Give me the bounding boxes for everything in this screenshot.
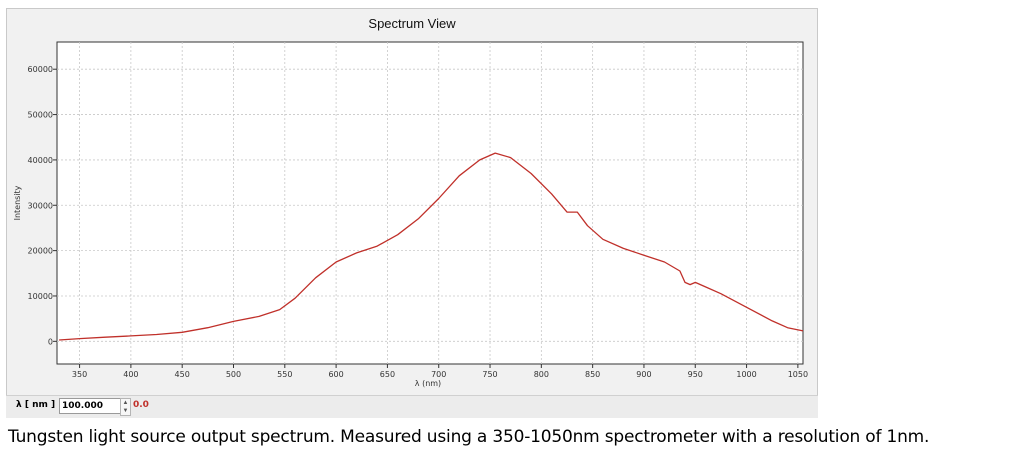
wavelength-label: λ [ nm ]	[16, 400, 56, 410]
spin-down-icon[interactable]: ▼	[122, 408, 129, 414]
y-tick-label: 20000	[28, 247, 53, 256]
spin-up-icon[interactable]: ▲	[122, 400, 129, 406]
intensity-readout: 0.0	[133, 400, 149, 410]
y-tick-label: 30000	[28, 201, 53, 210]
x-tick-label: 600	[328, 370, 343, 379]
grid	[57, 42, 803, 364]
chart-title: Spectrum View	[368, 16, 456, 31]
plot-area	[56, 41, 804, 365]
y-tick-label: 60000	[28, 65, 53, 74]
x-tick-label: 500	[226, 370, 241, 379]
x-tick-label: 700	[431, 370, 446, 379]
x-axis-ticks: 350 400 450 500 550 600 650 700 750 800 850 900 950 1…	[72, 364, 808, 379]
y-tick-label: 10000	[28, 292, 53, 301]
wavelength-toolbar: λ [ nm ] 100.000 ▲ ▼ 0.0	[6, 395, 818, 418]
x-tick-label: 950	[688, 370, 703, 379]
x-tick-label: 650	[380, 370, 395, 379]
y-axis-label: Intensity	[13, 185, 22, 220]
y-tick-label: 50000	[28, 111, 53, 120]
x-tick-label: 900	[636, 370, 651, 379]
x-tick-label: 550	[277, 370, 292, 379]
x-tick-label: 400	[123, 370, 138, 379]
x-axis-label: λ (nm)	[415, 379, 441, 388]
figure-caption: Tungsten light source output spectrum. M…	[8, 427, 930, 447]
y-tick-label: 40000	[28, 156, 53, 165]
x-tick-label: 1050	[788, 370, 808, 379]
x-tick-label: 450	[175, 370, 190, 379]
spectrum-chart: Spectrum View 0 10000 20000 30000 40000 50000…	[13, 16, 808, 388]
x-tick-label: 1000	[736, 370, 756, 379]
y-tick-label: 0	[48, 337, 53, 346]
x-tick-label: 800	[534, 370, 549, 379]
x-tick-label: 850	[585, 370, 600, 379]
x-tick-label: 750	[482, 370, 497, 379]
series-line-tungsten	[59, 152, 804, 341]
x-tick-label: 350	[72, 370, 87, 379]
wavelength-spinner[interactable]: ▲ ▼	[120, 398, 131, 416]
wavelength-input[interactable]: 100.000	[59, 398, 121, 414]
y-axis-ticks: 0 10000 20000 30000 40000 50000 60000	[28, 65, 57, 346]
